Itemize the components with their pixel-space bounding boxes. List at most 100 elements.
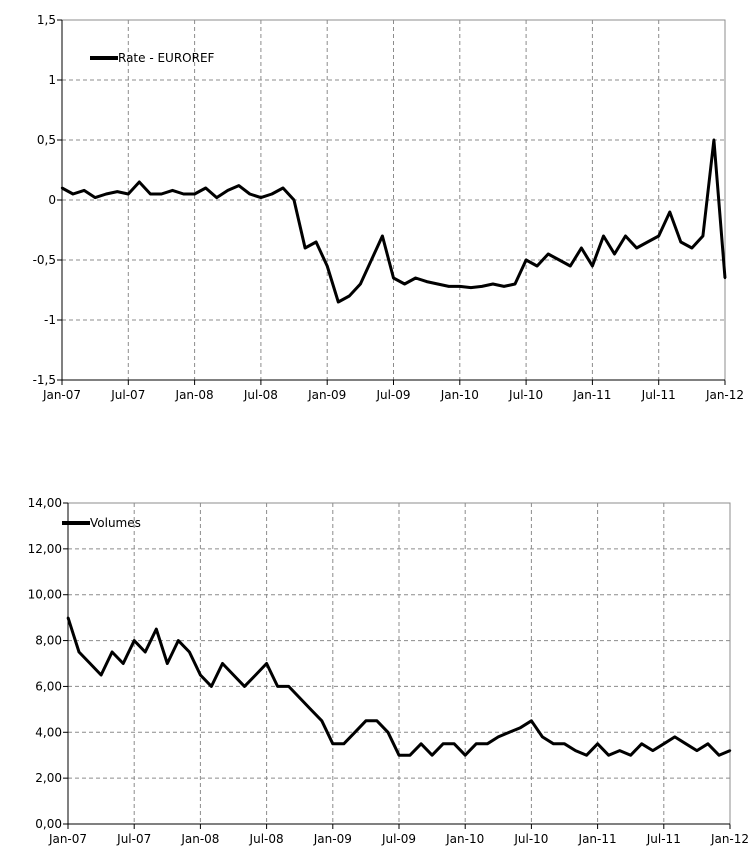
chart-0-data-point: [613, 252, 616, 256]
chart-0-data-point: [259, 196, 263, 199]
chart-0-data-point: [580, 246, 583, 250]
chart-1-data-point: [199, 673, 202, 677]
chart-0-data-point: [116, 190, 119, 193]
chart-0-data-point: [303, 246, 307, 250]
chart-0-data-point: [71, 192, 75, 196]
chart-1-data-point: [110, 650, 114, 654]
chart-1-x-tick-label: Jul-08: [249, 832, 284, 846]
chart-0-data-point: [270, 192, 274, 196]
chart-0-data-point: [292, 198, 296, 202]
chart-1-data-point: [298, 696, 301, 700]
chart-1-data-point: [375, 719, 379, 723]
chart-1-x-tick-label: Jan-10: [445, 832, 484, 846]
chart-0-y-tick-label: 0: [48, 193, 56, 207]
chart-1-data-point: [695, 749, 699, 752]
chart-0-data-point: [171, 189, 174, 192]
chart-0-data-point: [326, 264, 329, 268]
chart-0-data-point: [392, 276, 395, 280]
chart-0-data-point: [723, 276, 727, 280]
chart-1-y-tick-label: 12,00: [28, 542, 62, 556]
chart-1-data-point: [331, 742, 334, 745]
chart-1-data-point: [88, 662, 92, 665]
chart-1-x-tick-label: Jan-07: [48, 832, 87, 846]
chart-0-data-point: [480, 285, 484, 288]
chart-1-data-point: [607, 754, 610, 757]
chart-1-data-point: [166, 662, 169, 665]
chart-0-data-point: [447, 285, 450, 288]
chart-1-y-tick-label: 4,00: [35, 725, 62, 739]
chart-1-data-point: [706, 742, 710, 745]
chart-0-data-point: [348, 294, 351, 298]
chart-0-x-tick-label: Jul-09: [375, 388, 410, 402]
chart-0-data-point: [193, 192, 196, 196]
chart-0-data-point: [93, 196, 97, 199]
chart-0-data-point: [149, 192, 152, 196]
chart-0-data-point: [248, 192, 252, 196]
chart-0-data-point: [403, 282, 406, 286]
chart-1-data-point: [265, 662, 268, 665]
chart-1-data-point: [640, 742, 643, 745]
chart-1-data-point: [320, 719, 323, 723]
chart-1-data-point: [155, 627, 158, 631]
chart-0-x-tick-label: Jul-07: [110, 388, 145, 402]
chart-0-data-point: [414, 276, 417, 280]
chart-1-data-point: [662, 742, 665, 745]
chart-1-data-point: [464, 754, 467, 757]
chart-0-data-point: [425, 280, 428, 283]
chart-1-data-point: [552, 742, 555, 745]
chart-1-x-tick-label: Jul-07: [116, 832, 151, 846]
chart-1-data-point: [408, 754, 412, 757]
chart-1-data-point: [309, 708, 312, 711]
chart-1-data-point: [475, 742, 478, 745]
chart-0-data-point: [215, 196, 218, 199]
chart-0-y-tick-label: -1,5: [33, 373, 56, 387]
chart-1-data-point: [563, 742, 566, 745]
chart-1-data-point: [618, 749, 621, 752]
chart-0-data-point: [513, 282, 517, 286]
chart-1-x-tick-label: Jul-09: [381, 832, 416, 846]
chart-0-data-point: [127, 192, 130, 196]
chart-0-data-point: [182, 192, 185, 196]
chart-1-data-point: [221, 662, 224, 665]
chart-0-data-point: [491, 282, 495, 286]
chart-1-y-tick-label: 6,00: [35, 679, 62, 693]
chart-0-data-point: [547, 252, 550, 256]
chart-0-y-tick-label: -1: [44, 313, 56, 327]
chart-1-x-tick-label: Jan-12: [710, 832, 749, 846]
chart-0-data-point: [226, 189, 229, 192]
chart-0-x-tick-label: Jan-11: [572, 388, 611, 402]
chart-1-data-point: [419, 742, 423, 745]
chart-0-data-point: [138, 180, 141, 184]
chart-1-y-tick-label: 2,00: [35, 771, 62, 785]
chart-1-data-point: [728, 749, 732, 752]
chart-1-x-tick-label: Jan-09: [313, 832, 352, 846]
chart-0-legend-label: Rate - EUROREF: [118, 51, 215, 65]
chart-1-data-point: [243, 685, 246, 688]
chart-0-data-point: [712, 138, 716, 142]
chart-1-data-point: [342, 742, 346, 745]
chart-1-data-point: [497, 735, 500, 739]
chart-1-x-tick-label: Jul-10: [513, 832, 548, 846]
chart-1-data-point: [530, 719, 533, 723]
chart-0-y-tick-label: -0,5: [33, 253, 56, 267]
chart-0-x-tick-label: Jul-11: [641, 388, 676, 402]
chart-1-data-point: [486, 742, 489, 745]
chart-0-x-tick-label: Jul-10: [508, 388, 543, 402]
chart-0-data-point: [624, 234, 627, 238]
chart-1-data-point: [541, 735, 544, 739]
chart-1-data-point: [99, 673, 103, 677]
chart-0-data-point: [160, 192, 163, 196]
chart-1-data-point: [452, 742, 456, 745]
chart-0-data-point: [524, 258, 528, 262]
chart-0-y-tick-label: 0,5: [37, 133, 56, 147]
chart-1-data-point: [133, 639, 136, 642]
chart-0-x-tick-label: Jan-10: [440, 388, 479, 402]
chart-1-data-point: [441, 742, 445, 745]
chart-0-data-point: [60, 186, 64, 190]
chart-0-data-point: [469, 286, 473, 289]
chart-1-data-point: [673, 735, 677, 739]
chart-0-data-point: [370, 258, 373, 262]
chart-1-data-point: [232, 673, 235, 677]
chart-1-x-tick-label: Jan-11: [578, 832, 617, 846]
